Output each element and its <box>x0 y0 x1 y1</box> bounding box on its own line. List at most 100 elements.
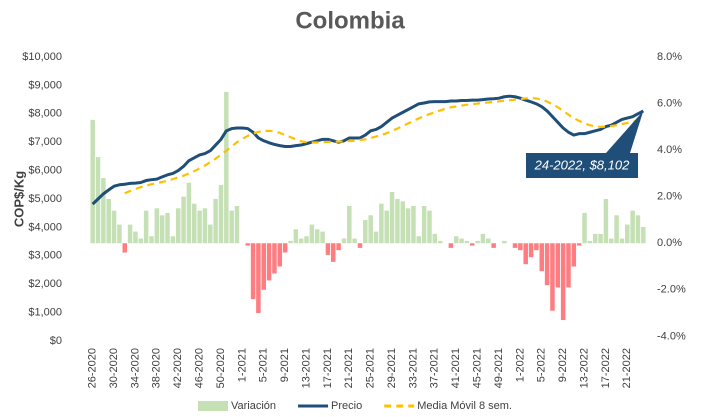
x-tick-label: 29-2021 <box>386 348 398 388</box>
bar <box>245 243 250 246</box>
x-tick-label: 25-2021 <box>365 348 377 388</box>
bar <box>453 236 459 244</box>
bar <box>475 240 480 244</box>
bar <box>122 243 127 253</box>
bar <box>90 119 95 244</box>
bar <box>384 210 389 244</box>
bar <box>405 208 411 244</box>
bar <box>229 210 234 244</box>
x-tick-label: 50-2020 <box>215 348 227 388</box>
annotation-pointer <box>606 110 644 153</box>
x-tick-label: 1-2022 <box>514 348 526 382</box>
legend-label: Variación <box>231 400 276 412</box>
bar <box>587 240 593 244</box>
x-tick-label: 21-2021 <box>343 348 355 388</box>
y-tick-label: $1,000 <box>28 307 62 319</box>
annotation-box <box>526 153 638 178</box>
bar <box>111 210 117 244</box>
bar <box>314 229 320 244</box>
bar <box>448 243 454 248</box>
bar <box>534 243 539 251</box>
bar <box>459 238 464 244</box>
y-tick-label: $9,000 <box>28 79 62 91</box>
bar <box>630 210 635 244</box>
y-tick-label: $6,000 <box>28 165 62 177</box>
legend-swatch <box>198 401 228 411</box>
bar <box>373 231 379 244</box>
x-tick-label: 17-2021 <box>322 348 334 388</box>
bar <box>518 243 523 251</box>
bar <box>614 215 619 244</box>
y-tick-label: $10,000 <box>22 51 62 63</box>
x-tick-label: 49-2021 <box>493 348 505 388</box>
bar <box>138 238 144 244</box>
bar <box>213 199 218 244</box>
x-tick-label: 13-2022 <box>578 348 590 388</box>
bar <box>282 243 288 253</box>
bar <box>197 210 202 244</box>
bar <box>277 243 283 267</box>
moving-average-line <box>124 97 644 195</box>
bar <box>336 243 341 251</box>
bar <box>641 226 646 244</box>
bar <box>400 201 405 244</box>
bar <box>491 243 496 248</box>
y-tick-label: $8,000 <box>28 108 62 120</box>
bar <box>411 205 416 244</box>
bar <box>421 205 427 244</box>
bar <box>592 233 598 244</box>
bar <box>208 224 213 244</box>
x-tick-label: 13-2021 <box>300 348 312 388</box>
bar <box>368 215 373 244</box>
bar <box>304 236 309 244</box>
bar <box>528 243 534 258</box>
bar <box>149 236 154 244</box>
y2-tick-label: 2.0% <box>657 191 682 203</box>
x-tick-label: 9-2021 <box>279 348 291 382</box>
bar <box>432 233 438 244</box>
bar <box>395 199 400 244</box>
bar <box>159 215 165 244</box>
bar <box>117 224 122 244</box>
bar <box>347 205 352 244</box>
bar <box>250 243 256 300</box>
x-tick-label: 5-2021 <box>258 348 270 382</box>
y2-tick-label: 6.0% <box>657 97 682 109</box>
bar <box>566 243 571 288</box>
bar <box>550 243 555 311</box>
bar <box>560 243 566 321</box>
bar <box>154 208 160 244</box>
y-tick-label: $5,000 <box>28 193 62 205</box>
y-tick-label: $4,000 <box>28 221 62 233</box>
y-tick-label: $0 <box>50 335 62 347</box>
bar <box>175 208 181 244</box>
bar <box>181 196 186 244</box>
bar <box>261 243 266 290</box>
bar <box>502 240 507 244</box>
bar <box>133 231 138 244</box>
y2-tick-label: 4.0% <box>657 144 682 156</box>
y2-tick-label: -4.0% <box>657 330 686 342</box>
x-tick-label: 42-2020 <box>172 348 184 388</box>
bar <box>309 224 315 244</box>
chart-title: Colombia <box>295 7 405 34</box>
bar <box>379 203 384 244</box>
price-line <box>91 94 645 206</box>
bar <box>470 243 475 246</box>
y2-tick-label: 0.0% <box>657 237 682 249</box>
x-tick-label: 9-2022 <box>557 348 569 382</box>
x-tick-label: 38-2020 <box>151 348 163 388</box>
bar <box>389 192 395 244</box>
bar <box>619 238 625 244</box>
x-tick-label: 37-2021 <box>429 348 441 388</box>
bar <box>234 205 240 244</box>
y2-tick-label: -2.0% <box>657 284 686 296</box>
bar <box>272 243 277 274</box>
bar <box>288 240 293 244</box>
x-tick-label: 45-2021 <box>472 348 484 388</box>
bar <box>224 91 229 244</box>
bar <box>293 229 299 244</box>
legend-label: Precio <box>331 400 362 412</box>
x-tick-label: 26-2020 <box>87 348 99 388</box>
